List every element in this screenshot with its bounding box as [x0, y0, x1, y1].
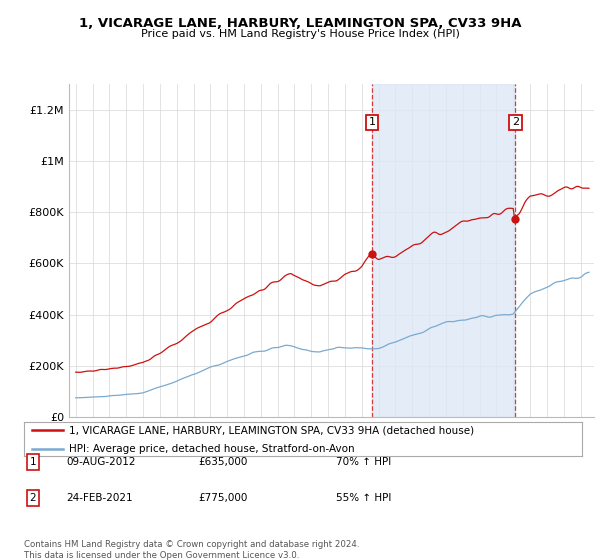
Text: £775,000: £775,000 [198, 493, 247, 503]
Text: 55% ↑ HPI: 55% ↑ HPI [336, 493, 391, 503]
Text: 2: 2 [29, 493, 37, 503]
Text: Contains HM Land Registry data © Crown copyright and database right 2024.
This d: Contains HM Land Registry data © Crown c… [24, 540, 359, 560]
Bar [372, 84, 515, 417]
Text: 70% ↑ HPI: 70% ↑ HPI [336, 457, 391, 467]
Text: HPI: Average price, detached house, Stratford-on-Avon: HPI: Average price, detached house, Stra… [68, 444, 354, 454]
Text: 09-AUG-2012: 09-AUG-2012 [66, 457, 136, 467]
Text: £635,000: £635,000 [198, 457, 247, 467]
Text: 2: 2 [512, 118, 519, 128]
Text: 24-FEB-2021: 24-FEB-2021 [66, 493, 133, 503]
Text: 1: 1 [29, 457, 37, 467]
Text: Price paid vs. HM Land Registry's House Price Index (HPI): Price paid vs. HM Land Registry's House … [140, 29, 460, 39]
Text: 1, VICARAGE LANE, HARBURY, LEAMINGTON SPA, CV33 9HA: 1, VICARAGE LANE, HARBURY, LEAMINGTON SP… [79, 17, 521, 30]
Text: 1, VICARAGE LANE, HARBURY, LEAMINGTON SPA, CV33 9HA (detached house): 1, VICARAGE LANE, HARBURY, LEAMINGTON SP… [68, 426, 474, 435]
Text: 1: 1 [369, 118, 376, 128]
